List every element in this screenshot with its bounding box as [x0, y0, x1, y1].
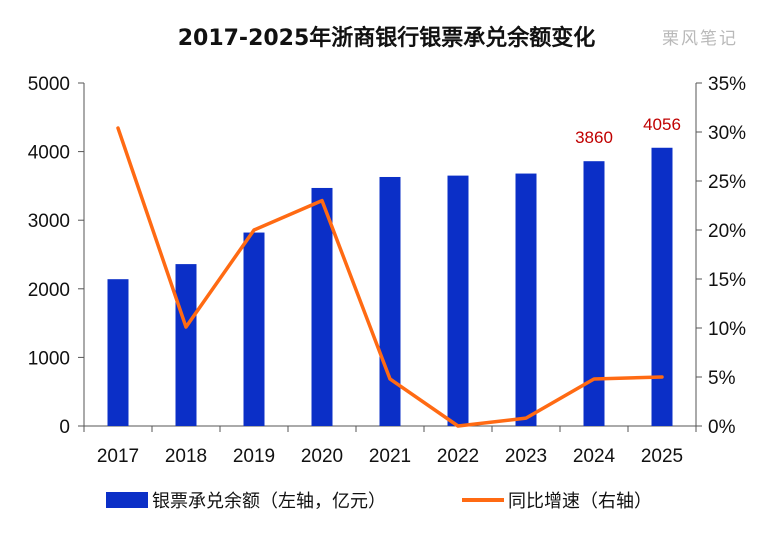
right-tick-label: 0% [708, 417, 736, 438]
left-tick-label: 0 [59, 417, 70, 438]
right-tick-label: 10% [708, 319, 746, 340]
legend-bar: 银票承兑余额（左轴，亿元） [106, 487, 386, 513]
left-tick-label: 5000 [28, 74, 70, 95]
right-tick-label: 30% [708, 123, 746, 144]
x-tick-label: 2018 [165, 446, 207, 467]
x-tick-label: 2024 [573, 446, 616, 467]
bar-data-label: 3860 [575, 128, 613, 147]
bar [447, 175, 469, 426]
bar [243, 232, 265, 426]
left-tick-label: 2000 [28, 280, 70, 301]
right-tick-label: 5% [708, 368, 736, 389]
right-tick-label: 35% [708, 74, 746, 95]
x-tick-label: 2023 [505, 446, 547, 467]
watermark: 栗风笔记 [662, 29, 738, 49]
bar [311, 187, 333, 426]
left-tick-label: 1000 [28, 348, 70, 369]
legend-line-label: 同比增速（右轴） [508, 491, 652, 512]
right-tick-label: 20% [708, 221, 746, 242]
bar-data-label: 4056 [643, 115, 681, 134]
legend-bar-label: 银票承兑余额（左轴，亿元） [152, 491, 386, 512]
x-tick-label: 2022 [437, 446, 479, 467]
bar [107, 279, 129, 426]
legend-bar-swatch [106, 492, 148, 508]
legend-line-swatch [462, 498, 504, 502]
bar [379, 176, 401, 426]
right-tick-label: 25% [708, 172, 746, 193]
left-tick-label: 3000 [28, 211, 70, 232]
x-tick-label: 2021 [369, 446, 411, 467]
x-tick-label: 2019 [233, 446, 275, 467]
x-tick-label: 2025 [641, 446, 683, 467]
bar [515, 173, 537, 426]
bar [175, 264, 197, 426]
right-tick-label: 15% [708, 270, 746, 291]
left-tick-label: 4000 [28, 143, 70, 164]
chart-title: 2017-2025年浙商银行银票承兑余额变化 [177, 26, 596, 51]
x-tick-label: 2017 [97, 446, 139, 467]
legend-line: 同比增速（右轴） [462, 487, 652, 513]
bar [583, 161, 605, 427]
x-tick-label: 2020 [301, 446, 343, 467]
bar [651, 147, 673, 426]
